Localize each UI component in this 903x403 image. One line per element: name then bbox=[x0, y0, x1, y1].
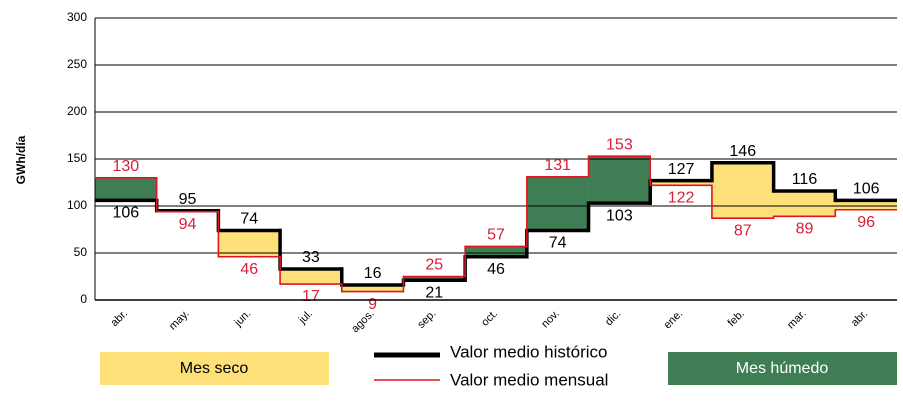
data-label: 127 bbox=[668, 161, 695, 178]
x-tick-label: abr. bbox=[849, 308, 870, 329]
data-label: 103 bbox=[606, 207, 633, 224]
difference-fill bbox=[835, 200, 897, 210]
data-label: 122 bbox=[668, 190, 695, 207]
data-label: 74 bbox=[240, 211, 258, 228]
difference-fill bbox=[650, 180, 712, 186]
y-tick-label: 200 bbox=[67, 104, 87, 118]
x-tick-label: may. bbox=[167, 308, 192, 333]
difference-fill bbox=[218, 230, 281, 257]
data-label: 89 bbox=[796, 221, 814, 238]
data-label: 21 bbox=[425, 284, 443, 301]
data-label: 33 bbox=[302, 249, 320, 266]
data-label: 146 bbox=[729, 143, 756, 160]
data-label: 87 bbox=[734, 222, 752, 239]
difference-fill bbox=[280, 268, 342, 285]
data-label: 116 bbox=[792, 171, 818, 188]
y-tick-label: 250 bbox=[67, 57, 87, 71]
data-label: 25 bbox=[425, 257, 443, 274]
data-label: 95 bbox=[179, 191, 197, 208]
data-label: 153 bbox=[606, 136, 633, 153]
legend-label: Valor medio histórico bbox=[450, 342, 607, 361]
data-label: 46 bbox=[240, 261, 258, 278]
x-tick-label: ene. bbox=[662, 308, 686, 332]
data-label: 130 bbox=[112, 158, 139, 175]
x-tick-label: nov. bbox=[539, 308, 562, 331]
data-label: 106 bbox=[112, 205, 139, 222]
data-label: 94 bbox=[179, 216, 197, 233]
data-label: 106 bbox=[853, 181, 880, 198]
data-label: 17 bbox=[302, 288, 320, 305]
y-tick-label: 50 bbox=[74, 245, 88, 259]
legend-label: Mes seco bbox=[180, 360, 249, 377]
x-tick-label: abr. bbox=[109, 308, 130, 329]
data-label: 16 bbox=[364, 265, 382, 282]
difference-fill bbox=[95, 177, 157, 201]
legend-label: Mes húmedo bbox=[736, 360, 829, 377]
legend-swatch bbox=[668, 352, 897, 385]
difference-fill bbox=[465, 246, 527, 257]
data-label: 57 bbox=[487, 227, 505, 244]
x-tick-label: oct. bbox=[479, 308, 500, 329]
difference-fill bbox=[711, 162, 774, 219]
y-axis-label: GWh/día bbox=[14, 135, 28, 184]
difference-fill bbox=[773, 190, 836, 217]
data-label: 74 bbox=[549, 235, 567, 252]
legend-label: Valor medio mensual bbox=[450, 370, 608, 389]
data-label: 96 bbox=[857, 214, 875, 231]
x-tick-label: feb. bbox=[725, 308, 746, 329]
x-tick-label: jul. bbox=[296, 308, 315, 327]
y-tick-label: 150 bbox=[67, 151, 87, 165]
difference-fill bbox=[341, 284, 404, 292]
y-tick-label: 100 bbox=[67, 198, 87, 212]
difference-fill bbox=[403, 276, 466, 281]
x-tick-label: jun. bbox=[232, 308, 254, 330]
data-label: 131 bbox=[544, 157, 571, 174]
x-tick-label: dic. bbox=[603, 308, 624, 329]
legend-swatch bbox=[100, 352, 329, 385]
x-tick-label: mar. bbox=[785, 308, 809, 332]
difference-fill bbox=[588, 156, 651, 204]
data-label: 46 bbox=[487, 261, 505, 278]
x-tick-label: sep. bbox=[415, 308, 438, 331]
y-tick-label: 0 bbox=[80, 292, 87, 306]
data-label: 9 bbox=[368, 296, 377, 313]
y-tick-label: 300 bbox=[67, 10, 87, 24]
difference-fill bbox=[526, 176, 589, 231]
